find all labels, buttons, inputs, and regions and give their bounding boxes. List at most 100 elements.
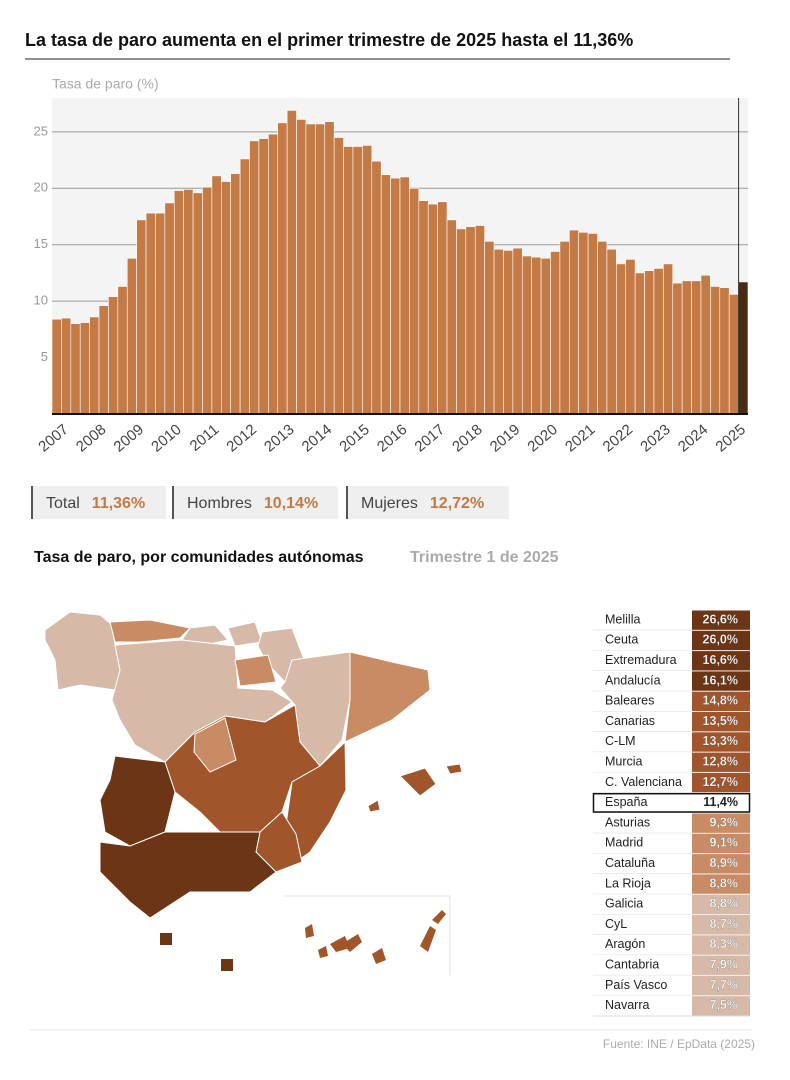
region-pais-vasco xyxy=(227,621,263,647)
bar xyxy=(380,174,391,415)
bar xyxy=(531,256,542,415)
bar xyxy=(663,263,674,415)
value-cell xyxy=(692,712,750,732)
bar xyxy=(79,322,90,415)
bar xyxy=(681,280,692,415)
stat-value: 10,14% xyxy=(264,495,318,512)
region-baleares-ibiza xyxy=(367,799,381,813)
value-cell xyxy=(692,955,750,975)
row-name: C-LM xyxy=(605,734,636,748)
bar xyxy=(550,251,561,415)
bar xyxy=(559,241,570,415)
bar xyxy=(333,137,344,415)
row-name: País Vasco xyxy=(605,978,667,992)
bar xyxy=(249,140,260,415)
bar xyxy=(597,241,608,415)
stat-label: Total xyxy=(46,495,80,512)
x-tick-label: 2009 xyxy=(111,421,147,455)
region-ceuta xyxy=(160,933,172,945)
bar xyxy=(503,250,514,415)
bar xyxy=(418,200,429,415)
value-cell xyxy=(692,854,750,874)
row-value: 16,1% xyxy=(703,673,738,687)
row-name: España xyxy=(605,795,647,809)
table-row: C-LM 13,3% xyxy=(593,731,750,753)
table-row: Baleares 14,8% xyxy=(593,691,750,712)
bar xyxy=(493,248,504,415)
table-row: C. Valenciana 12,7% xyxy=(593,772,750,794)
row-value: 9,1% xyxy=(710,836,739,850)
bar xyxy=(61,317,72,415)
stat-label: Mujeres xyxy=(361,495,418,512)
bar xyxy=(606,248,617,415)
section-title: Tasa de paro, por comunidades autónomas xyxy=(34,549,364,566)
row-name: Canarias xyxy=(605,714,655,728)
row-value: 16,6% xyxy=(703,653,738,667)
bar xyxy=(117,286,128,415)
value-cell xyxy=(692,610,750,630)
row-name: Baleares xyxy=(605,694,654,708)
bar xyxy=(108,296,119,415)
value-cell xyxy=(692,691,750,711)
bar xyxy=(474,225,485,415)
value-cell xyxy=(692,671,750,691)
bar xyxy=(192,192,203,415)
x-tick-label: 2010 xyxy=(148,421,184,455)
x-tick-label: 2018 xyxy=(449,421,485,455)
region-galicia xyxy=(44,611,121,691)
bar xyxy=(371,160,382,415)
table-row: CyL 8,7% xyxy=(593,914,750,936)
row-name: Murcia xyxy=(605,755,643,769)
canarias-island xyxy=(372,948,386,964)
row-value: 7,5% xyxy=(710,998,739,1012)
x-tick-label: 2020 xyxy=(524,421,560,455)
x-tick-label: 2024 xyxy=(675,421,711,455)
bar xyxy=(89,316,100,415)
x-tick-label: 2019 xyxy=(487,421,523,455)
row-highlight xyxy=(592,792,751,813)
value-cell xyxy=(692,996,750,1016)
stat-value: 12,72% xyxy=(430,495,484,512)
bar xyxy=(220,181,232,415)
region-andalucia xyxy=(99,831,277,919)
bar xyxy=(258,138,269,415)
bar xyxy=(305,123,316,415)
bar xyxy=(616,263,627,415)
row-name: C. Valenciana xyxy=(605,775,682,789)
row-name: Extremadura xyxy=(605,653,677,667)
bar xyxy=(700,274,711,415)
table-row: Ceuta 26,0% xyxy=(593,630,750,652)
row-value: 8,8% xyxy=(710,897,739,911)
bar xyxy=(268,133,279,415)
table-row: La Rioja 8,8% xyxy=(593,873,750,895)
bar xyxy=(230,173,241,415)
canarias-frame xyxy=(285,895,451,975)
x-tick-label: 2014 xyxy=(299,421,335,455)
x-tick-label: 2011 xyxy=(187,421,223,455)
row-value: 14,8% xyxy=(703,694,738,708)
value-cell xyxy=(692,772,750,793)
x-tick-label: 2025 xyxy=(713,421,749,455)
y-tick-label: 5 xyxy=(41,349,48,364)
bar xyxy=(512,247,523,415)
bar xyxy=(578,232,589,415)
table-row: Andalucía 16,1% xyxy=(593,670,750,692)
bar xyxy=(456,228,467,415)
bar xyxy=(296,119,307,415)
row-name: Galicia xyxy=(605,897,643,911)
bar xyxy=(634,272,645,415)
table-row: Cantabria 7,9% xyxy=(593,955,750,976)
bar xyxy=(136,219,147,415)
bar xyxy=(211,175,222,415)
table-row: País Vasco 7,7% xyxy=(593,975,750,997)
row-name: Navarra xyxy=(605,998,650,1012)
row-value: 8,8% xyxy=(710,876,739,890)
region-cantabria xyxy=(181,624,229,647)
bar xyxy=(202,186,213,415)
bar xyxy=(427,203,438,415)
bar xyxy=(390,177,401,415)
row-value: 7,7% xyxy=(710,978,739,992)
region-la-rioja xyxy=(234,654,277,687)
bar xyxy=(437,201,448,415)
